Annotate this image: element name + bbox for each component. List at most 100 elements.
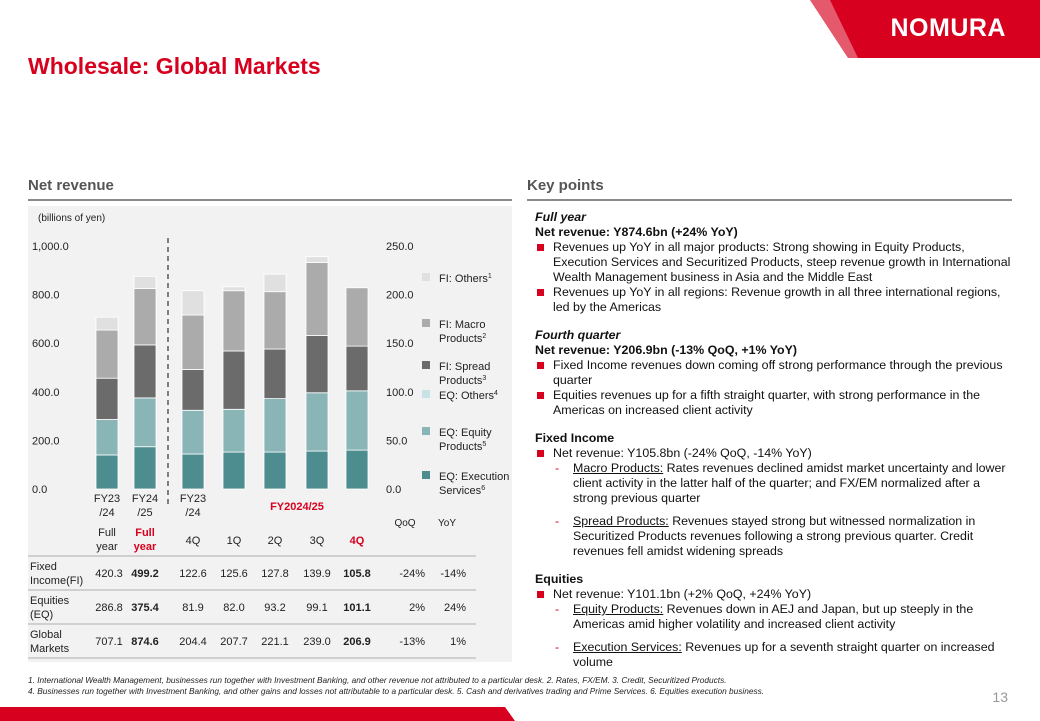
bar-segment: [305, 450, 329, 490]
table-cell-qoq: 2%: [409, 602, 425, 614]
kp-dash-item: Execution Services: Revenues up for a se…: [535, 640, 1013, 670]
table-cell: 207.7: [220, 636, 248, 648]
legend-swatch: [422, 273, 430, 281]
kp-dash-text: Rates revenues declined amidst market un…: [573, 461, 1006, 505]
bar-segment: [222, 290, 246, 352]
table-cell: 105.8: [343, 568, 371, 580]
kp-dash-label: Execution Services:: [573, 640, 682, 654]
legend-swatch: [422, 361, 430, 369]
kp-fourth-quarter: Fourth quarter Net revenue: Y206.9bn (-1…: [535, 328, 1013, 418]
kp-bullet: Revenues up YoY in all major products: S…: [535, 240, 1013, 285]
bar-segment: [222, 451, 246, 490]
category-label: FY24: [132, 493, 158, 505]
bar-segment: [305, 335, 329, 394]
bar-segment: [222, 286, 246, 292]
kp-subheading: Net revenue: Y874.6bn (+24% YoY): [535, 225, 738, 239]
table-row-label: Fixed: [30, 561, 57, 573]
kp-bullet: Net revenue: Y101.1bn (+2% QoQ, +24% YoY…: [535, 587, 1013, 602]
page-title: Wholesale: Global Markets: [28, 53, 321, 79]
table-cell: 375.4: [131, 602, 159, 614]
legend-label: Services6: [439, 485, 485, 497]
bar-segment: [222, 350, 246, 410]
category-sub-label: year: [134, 541, 157, 553]
bar-segment: [305, 256, 329, 263]
footnote: 1. International Wealth Management, busi…: [28, 675, 727, 685]
kp-dash-label: Spread Products:: [573, 514, 669, 528]
bar-segment: [263, 451, 287, 490]
bar-segment: [95, 454, 119, 490]
table-cell-yoy: 24%: [444, 602, 466, 614]
table-cell: 81.9: [182, 602, 203, 614]
kp-bullet: Equities revenues up for a fifth straigh…: [535, 388, 1013, 418]
kp-fixed-income: Fixed Income Net revenue: Y105.8bn (-24%…: [535, 431, 1013, 559]
left-axis-tick: 0.0: [32, 484, 47, 496]
legend-label: EQ: Equity: [439, 427, 492, 439]
table-row-label: Markets: [30, 643, 70, 655]
bar-segment: [133, 275, 157, 289]
kp-full-year: Full year Net revenue: Y874.6bn (+24% Yo…: [535, 210, 1013, 315]
bar-segment: [222, 408, 246, 453]
legend-label: EQ: Others4: [439, 390, 498, 402]
bar-segment: [345, 345, 369, 392]
table-cell: 420.3: [95, 568, 123, 580]
bar-segment: [95, 419, 119, 456]
page-number: 13: [992, 689, 1008, 705]
kp-dash-item: Equity Products: Revenues down in AEJ an…: [535, 602, 1013, 632]
kp-dash-text: Revenues stayed strong but witnessed nor…: [573, 514, 976, 558]
key-points-heading: Key points: [527, 177, 604, 194]
legend-label: Products5: [439, 441, 486, 453]
table-cell: 206.9: [343, 636, 371, 648]
change-header: QoQ: [394, 518, 415, 529]
table-cell: 99.1: [306, 602, 327, 614]
legend-label: FI: Spread: [439, 361, 490, 373]
kp-dash-label: Equity Products:: [573, 602, 664, 616]
legend-label: EQ: Execution: [439, 471, 509, 483]
category-label: FY23: [180, 493, 206, 505]
table-cell: 101.1: [343, 602, 371, 614]
table-cell: 286.8: [95, 602, 123, 614]
table-cell: 204.4: [179, 636, 207, 648]
table-cell: 127.8: [261, 568, 289, 580]
right-axis-tick: 250.0: [386, 241, 414, 253]
table-cell: 499.2: [131, 568, 159, 580]
kp-dash-item: Macro Products: Rates revenues declined …: [535, 461, 1013, 506]
table-cell: 874.6: [131, 636, 159, 648]
table-cell: 125.6: [220, 568, 248, 580]
kp-heading: Fixed Income: [535, 431, 615, 445]
right-axis-tick: 0.0: [386, 484, 401, 496]
kp-dash-text: Revenues down in AEJ and Japan, but up s…: [573, 602, 974, 631]
table-cell: 93.2: [264, 602, 285, 614]
kp-bullet: Revenues up YoY in all regions: Revenue …: [535, 285, 1013, 315]
table-cell: 122.6: [179, 568, 207, 580]
bar-segment: [181, 290, 205, 316]
bar-segment: [345, 287, 369, 347]
legend-swatch: [422, 319, 430, 327]
table-row-label: (EQ): [30, 609, 53, 621]
kp-dash-item: Spread Products: Revenues stayed strong …: [535, 514, 1013, 559]
kp-dash-text: Revenues up for a seventh straight quart…: [573, 640, 995, 669]
bar-segment: [263, 348, 287, 400]
footnote: 4. Businesses run together with Investme…: [28, 686, 765, 696]
bar-segment: [263, 398, 287, 453]
nomura-logo: NOMURA: [890, 14, 1006, 42]
bar-segment: [305, 262, 329, 336]
category-label: /24: [185, 507, 200, 519]
left-axis-tick: 200.0: [32, 435, 60, 447]
bar-segment: [263, 291, 287, 350]
brand-band: [810, 0, 1040, 58]
bar-segment: [95, 329, 119, 379]
legend-swatch: [422, 471, 430, 479]
legend-label: FI: Macro: [439, 319, 485, 331]
quarter-label: 4Q: [350, 535, 365, 547]
quarter-label: 3Q: [310, 535, 325, 547]
net-revenue-rule: [28, 199, 512, 201]
quarter-label: 1Q: [227, 535, 242, 547]
legend-label: Products3: [439, 375, 486, 387]
table-cell: 707.1: [95, 636, 123, 648]
category-label: /24: [99, 507, 114, 519]
bar-segment: [133, 397, 157, 448]
right-axis-tick: 150.0: [386, 338, 414, 350]
table-cell-yoy: -14%: [440, 568, 466, 580]
left-axis-tick: 600.0: [32, 338, 60, 350]
bar-segment: [181, 453, 205, 490]
